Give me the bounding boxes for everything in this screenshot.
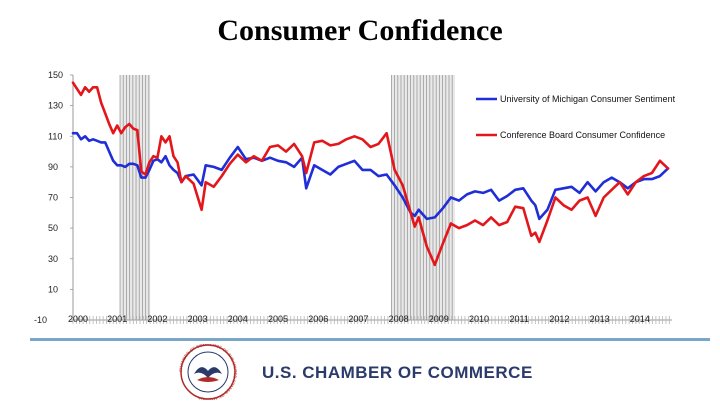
x-tick-label: 2010 [469,314,489,324]
x-tick-label: 2004 [228,314,248,324]
x-tick-label: 2003 [188,314,208,324]
x-tick-labels: 2000 2001 2002 2003 2004 2005 2006 2007 2008 2009… [68,314,650,324]
series-lines [71,81,670,267]
x-tick-label: 2007 [348,314,368,324]
y-tick-labels: 150 130 110 90 70 50 30 10 -10 [34,70,73,325]
page-title: Consumer Confidence [217,14,503,47]
x-tick-label: 2009 [429,314,449,324]
x-tick-label: 2006 [308,314,328,324]
x-tick-label: 2011 [510,314,529,324]
recession-shading [119,75,455,320]
y-tick-label: 90 [48,162,58,172]
x-tick-label: 2000 [68,314,88,324]
y-tick-label: 30 [48,254,58,264]
series-line-michigan [71,131,670,221]
x-tick-label: 2012 [549,314,569,324]
x-tick-label: 2014 [630,314,650,324]
recession-band [119,75,151,320]
y-tick-label: 10 [48,284,58,294]
x-tick-label: 2001 [107,314,127,324]
footer-divider [30,338,710,341]
y-tick-label: -10 [34,315,47,325]
y-tick-label: 150 [48,70,63,80]
axes [72,75,672,324]
x-tick-label: 2013 [590,314,610,324]
x-tick-label: 2008 [389,314,409,324]
y-tick-label: 110 [48,131,62,141]
x-tick-label: 2002 [147,314,167,324]
chamber-seal-logo: CHAMBER OF COMMERCE OF THE UNITED STATES… [178,344,238,400]
legend-label: University of Michigan Consumer Sentimen… [500,94,676,104]
recession-band [390,75,455,320]
x-tick-label: 2005 [268,314,288,324]
series-line-conference-board [71,81,670,267]
legend: University of Michigan Consumer Sentimen… [476,94,676,140]
y-tick-label: 130 [48,101,63,111]
organization-name: U.S. CHAMBER OF COMMERCE [262,363,533,382]
y-tick-label: 70 [48,193,58,203]
y-tick-label: 50 [48,223,58,233]
legend-label: Conference Board Consumer Confidence [500,130,665,140]
